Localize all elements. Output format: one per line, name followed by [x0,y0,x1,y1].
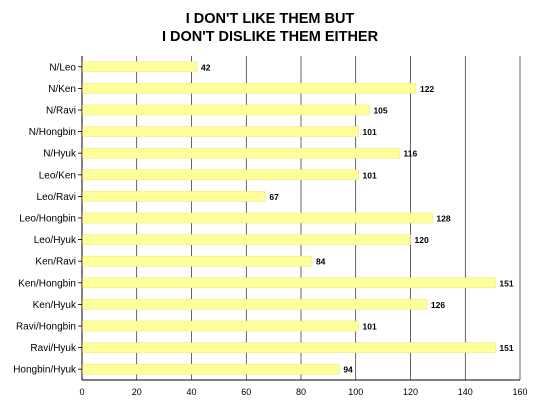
bar [82,342,496,353]
bar [82,83,417,94]
y-tick-label: N/Hongbin [29,127,76,138]
x-tick-label: 100 [348,387,363,397]
bar [82,169,359,181]
data-label: 126 [431,300,445,310]
y-tick-label: N/Hyuk [43,149,77,160]
bar [82,212,433,224]
bar [82,126,359,137]
data-label: 42 [201,62,211,72]
y-tick-label: Leo/Hongbin [19,214,76,225]
x-tick-label: 60 [241,387,251,397]
y-tick-label: N/Ravi [46,106,76,117]
data-label: 101 [362,127,376,137]
bar [82,363,340,375]
bar [82,147,400,159]
data-label: 122 [420,84,434,94]
y-tick-label: Ravi/Hongbin [16,322,76,333]
bar [82,255,313,267]
bar [82,191,266,202]
y-tick-label: Leo/Hyuk [34,235,77,246]
x-tick-label: 0 [79,387,84,397]
data-label: 67 [269,192,279,202]
y-tick-label: Ken/Hongbin [18,278,76,289]
y-tick-label: N/Leo [49,62,76,73]
bar [82,299,428,310]
bar [82,61,198,73]
y-tick-label: Leo/Ken [39,170,76,181]
y-tick-label: Leo/Ravi [37,192,76,203]
x-tick-label: 120 [403,387,418,397]
bar [82,234,411,245]
bar [82,104,370,116]
bar [82,277,496,289]
y-tick-label: Hongbin/Hyuk [13,365,77,376]
x-tick-label: 160 [512,387,527,397]
data-label: 101 [362,322,376,332]
data-label: 84 [316,257,326,267]
bar [82,320,359,332]
y-tick-label: N/Ken [48,84,76,95]
data-label: 128 [436,214,450,224]
data-label: 101 [362,170,376,180]
data-label: 94 [343,365,353,375]
data-label: 116 [404,149,418,159]
x-tick-label: 20 [132,387,142,397]
y-tick-label: Ken/Ravi [35,257,76,268]
chart-title-line-2: I DON'T DISLIKE THEM EITHER [161,29,379,45]
data-label: 151 [499,278,513,288]
x-tick-label: 140 [458,387,473,397]
chart-title: I DON'T LIKE THEM BUT I DON'T DISLIKE TH… [0,10,540,46]
chart-title-line-1: I DON'T LIKE THEM BUT [185,11,355,27]
data-label: 105 [373,106,387,116]
y-tick-label: Ravi/Hyuk [30,343,77,354]
data-label: 151 [499,343,513,353]
y-tick-label: Ken/Hyuk [33,300,77,311]
data-label: 120 [415,235,429,245]
x-tick-label: 80 [296,387,306,397]
x-tick-label: 40 [186,387,196,397]
